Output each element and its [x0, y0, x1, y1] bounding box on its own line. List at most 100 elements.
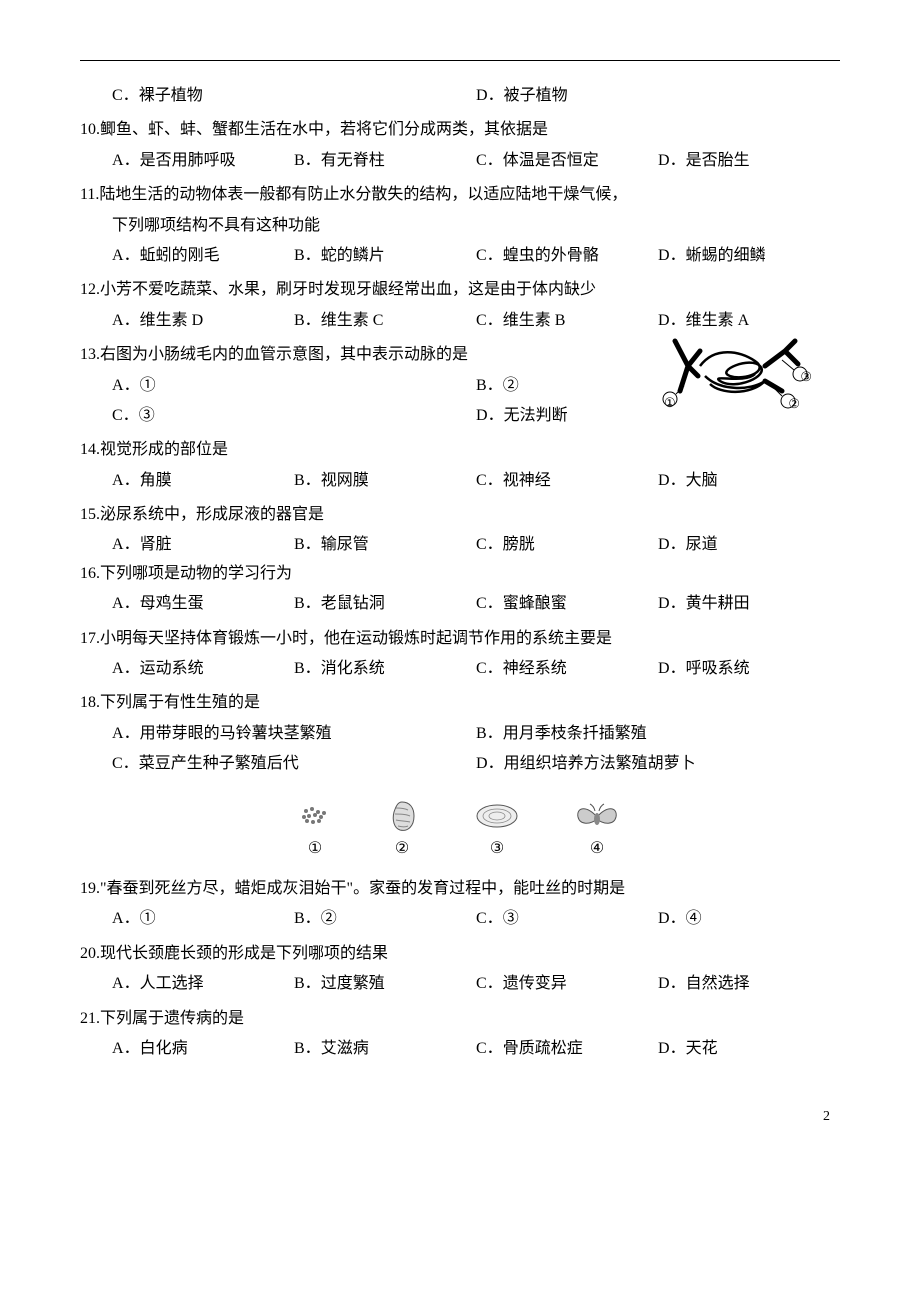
question-18: 18.下列属于有性生殖的是 A．用带芽眼的马铃薯块茎繁殖 B．用月季枝条扦插繁殖…: [80, 688, 840, 779]
option-key: C: [476, 660, 487, 677]
option-key: D: [476, 87, 488, 104]
q21-option-d: D．天花: [658, 1034, 840, 1064]
option-text: 有无脊柱: [321, 152, 385, 169]
question-number: 14: [80, 441, 96, 458]
option-key: B: [294, 975, 305, 992]
q12-option-b: B．维生素 C: [294, 306, 476, 336]
option-text: 膀胱: [503, 536, 535, 553]
q12-option-a: A．维生素 D: [112, 306, 294, 336]
q20-option-a: A．人工选择: [112, 969, 294, 999]
q17-option-c: C．神经系统: [476, 654, 658, 684]
question-number: 15: [80, 506, 96, 523]
q18-option-a: A．用带芽眼的马铃薯块茎繁殖: [112, 719, 476, 749]
blood-vessel-figure: ① ③ ②: [660, 336, 810, 426]
q16-option-a: A．母鸡生蛋: [112, 589, 294, 619]
question-number: 17: [80, 630, 96, 647]
option-key: A: [112, 910, 124, 927]
question-stem: 现代长颈鹿长颈的形成是下列哪项的结果: [100, 945, 388, 962]
option-key: A: [112, 1040, 124, 1057]
option-key: C: [476, 910, 487, 927]
figure-label-2: ②: [788, 392, 800, 417]
option-key: B: [294, 472, 305, 489]
option-key: A: [112, 725, 124, 742]
option-key: D: [658, 1040, 670, 1057]
option-text: ②: [503, 377, 519, 394]
option-text: 神经系统: [503, 660, 567, 677]
q14-option-b: B．视网膜: [294, 466, 476, 496]
option-key: B: [476, 377, 487, 394]
q16-option-d: D．黄牛耕田: [658, 589, 840, 619]
question-number: 18: [80, 694, 96, 711]
option-text: 是否胎生: [686, 152, 750, 169]
option-text: 人工选择: [140, 975, 204, 992]
q10-option-d: D．是否胎生: [658, 146, 840, 176]
question-17: 17.小明每天坚持体育锻炼一小时，他在运动锻炼时起调节作用的系统主要是 A．运动…: [80, 624, 840, 685]
q19-option-b: B．②: [294, 904, 476, 934]
option-text: 维生素 A: [686, 312, 750, 329]
cocoon-icon: [472, 798, 522, 834]
stage-label: ①: [298, 834, 332, 864]
option-key: D: [658, 975, 670, 992]
option-text: ③: [139, 407, 155, 424]
option-key: D: [658, 312, 670, 329]
q19-option-d: D．④: [658, 904, 840, 934]
option-text: 维生素 B: [503, 312, 566, 329]
question-20: 20.现代长颈鹿长颈的形成是下列哪项的结果 A．人工选择 B．过度繁殖 C．遗传…: [80, 939, 840, 1000]
option-key: B: [294, 312, 305, 329]
option-key: C: [476, 247, 487, 264]
q15-option-c: C．膀胱: [476, 530, 658, 560]
q18-option-b: B．用月季枝条扦插繁殖: [476, 719, 840, 749]
option-text: 角膜: [140, 472, 172, 489]
option-text: 过度繁殖: [321, 975, 385, 992]
option-key: C: [476, 152, 487, 169]
option-key: D: [658, 152, 670, 169]
question-11: 11.陆地生活的动物体表一般都有防止水分散失的结构，以适应陆地干燥气候， 下列哪…: [80, 180, 840, 271]
q9-option-c: C．裸子植物: [112, 81, 476, 111]
option-key: C: [476, 1040, 487, 1057]
q17-option-b: B．消化系统: [294, 654, 476, 684]
figure-label-1: ①: [664, 391, 676, 416]
question-stem: "春蚕到死丝方尽，蜡炬成灰泪始干"。家蚕的发育过程中，能吐丝的时期是: [100, 880, 625, 897]
moth-icon: [572, 798, 622, 834]
question-number: 20: [80, 945, 96, 962]
q11-option-b: B．蛇的鳞片: [294, 241, 476, 271]
option-text: ③: [503, 910, 519, 927]
option-text: 维生素 C: [321, 312, 384, 329]
q11-option-d: D．蜥蜴的细鳞: [658, 241, 840, 271]
option-text: 是否用肺呼吸: [140, 152, 236, 169]
larva-icon: [382, 798, 422, 834]
question-number: 11: [80, 186, 95, 203]
stage-label: ④: [572, 834, 622, 864]
top-rule: [80, 60, 840, 61]
option-text: 消化系统: [321, 660, 385, 677]
option-key: B: [294, 910, 305, 927]
q19-option-c: C．③: [476, 904, 658, 934]
option-key: B: [294, 247, 305, 264]
option-key: A: [112, 536, 124, 553]
option-key: C: [112, 407, 123, 424]
exam-page: C．裸子植物 D．被子植物 10.鲫鱼、虾、蚌、蟹都生活在水中，若将它们分成两类…: [0, 0, 920, 1171]
option-text: 骨质疏松症: [503, 1040, 583, 1057]
question-stem: 泌尿系统中，形成尿液的器官是: [100, 506, 324, 523]
option-key: B: [294, 152, 305, 169]
option-text: 呼吸系统: [686, 660, 750, 677]
option-key: A: [112, 595, 124, 612]
option-text: 天花: [686, 1040, 718, 1057]
q21-option-c: C．骨质疏松症: [476, 1034, 658, 1064]
question-stem: 小芳不爱吃蔬菜、水果，刷牙时发现牙龈经常出血，这是由于体内缺少: [100, 281, 596, 298]
q10-option-c: C．体温是否恒定: [476, 146, 658, 176]
q17-option-a: A．运动系统: [112, 654, 294, 684]
option-key: C: [476, 595, 487, 612]
question-21: 21.下列属于遗传病的是 A．白化病 B．艾滋病 C．骨质疏松症 D．天花: [80, 1004, 840, 1065]
option-text: 蜜蜂酿蜜: [503, 595, 567, 612]
option-text: 用组织培养方法繁殖胡萝卜: [504, 755, 696, 772]
q10-option-b: B．有无脊柱: [294, 146, 476, 176]
option-key: B: [294, 536, 305, 553]
q10-option-a: A．是否用肺呼吸: [112, 146, 294, 176]
option-text: 白化病: [140, 1040, 188, 1057]
option-key: D: [658, 472, 670, 489]
stage-label: ②: [382, 834, 422, 864]
silkworm-stages-figure: ① ② ③: [80, 798, 840, 864]
question-13: 13.右图为小肠绒毛内的血管示意图，其中表示动脉的是 ① ③ ②: [80, 340, 840, 431]
option-key: D: [658, 595, 670, 612]
